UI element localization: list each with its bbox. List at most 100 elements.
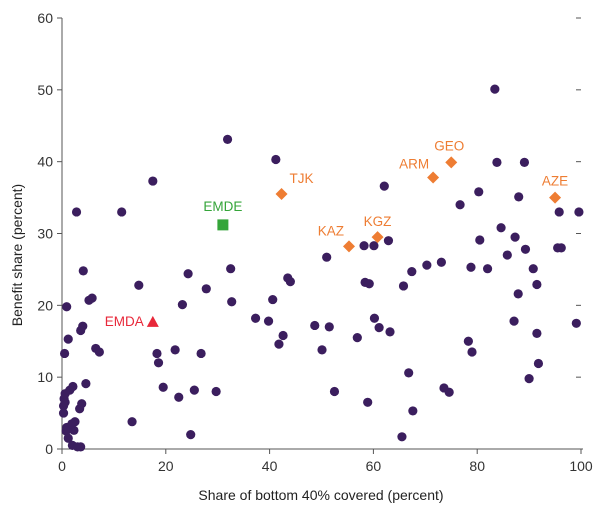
country-point (63, 334, 73, 344)
country-point (519, 157, 530, 167)
x-tick-label: 40 (262, 458, 278, 474)
x-tick-label: 100 (569, 458, 593, 474)
point-label-aze: AZE (542, 174, 568, 189)
country-point (532, 328, 542, 338)
country-point (359, 241, 369, 251)
country-point (398, 281, 409, 291)
country-point (490, 84, 500, 94)
axis-ticks: 0 10 20 30 40 50 60 0 20 40 60 80 100 (37, 10, 592, 474)
country-point (520, 244, 531, 254)
country-point (364, 279, 374, 289)
country-point (186, 430, 196, 440)
country-point (271, 154, 281, 165)
country-point (317, 345, 327, 355)
x-tick-label: 80 (469, 458, 485, 474)
point-label-tjk: TJK (290, 171, 314, 186)
country-point (474, 187, 484, 197)
y-axis-title: Benefit share (percent) (9, 184, 25, 326)
country-point (152, 348, 162, 359)
x-tick-label: 60 (366, 458, 382, 474)
country-point (475, 235, 485, 245)
country-point (502, 250, 512, 260)
point-label-geo: GEO (434, 138, 464, 153)
country-point (59, 348, 70, 359)
country-point (58, 408, 69, 418)
axes: 0 10 20 30 40 50 60 0 20 40 60 80 100 (37, 10, 592, 474)
country-point (87, 293, 97, 303)
country-point (148, 176, 158, 186)
country-point (492, 157, 502, 167)
x-tick-label: 0 (58, 458, 66, 474)
country-point (183, 269, 193, 279)
country-point (68, 381, 78, 392)
country-point (363, 397, 373, 407)
country-point (322, 252, 332, 262)
x-tick-label: 20 (158, 458, 174, 474)
country-point (524, 374, 534, 384)
highlight-point-kaz (343, 240, 356, 253)
country-point (226, 264, 236, 274)
highlight-point-tjk (275, 187, 288, 200)
country-point (60, 389, 70, 399)
country-point (532, 279, 542, 290)
country-point (571, 318, 581, 328)
country-point (510, 232, 520, 242)
country-point (408, 406, 418, 416)
country-point (174, 392, 184, 402)
country-point (117, 207, 127, 217)
country-point (127, 417, 137, 427)
country-point (528, 264, 538, 274)
y-tick-label: 0 (45, 441, 53, 457)
point-label-kgz: KGZ (364, 214, 392, 229)
country-point (81, 379, 91, 389)
highlight-point-aze (549, 191, 562, 204)
country-point (385, 327, 395, 337)
country-point (263, 316, 274, 326)
country-point (60, 397, 70, 407)
country-point (509, 316, 519, 326)
emda-point (146, 315, 159, 327)
country-point (196, 348, 206, 359)
country-point (62, 302, 72, 312)
country-point (466, 262, 476, 272)
y-tick-label: 30 (37, 226, 53, 242)
country-point (397, 432, 407, 442)
country-point (369, 241, 379, 251)
country-point (78, 266, 88, 276)
country-point (177, 300, 188, 310)
country-point (134, 280, 144, 290)
country-point (444, 387, 454, 397)
country-point (222, 134, 233, 144)
country-point (513, 289, 523, 299)
y-tick-label: 60 (37, 10, 53, 26)
country-point (201, 284, 211, 294)
country-point (278, 330, 288, 341)
country-point (211, 386, 221, 397)
country-point (170, 345, 180, 355)
country-point (77, 399, 87, 409)
country-point (329, 386, 340, 397)
country-point (158, 382, 168, 392)
country-point (436, 257, 446, 267)
country-point (533, 358, 544, 369)
country-point (61, 426, 71, 436)
y-tick-label: 20 (37, 297, 53, 313)
highlight-point-kgz (371, 231, 384, 244)
country-point (422, 260, 432, 270)
point-labels: TJK KAZ KGZ ARM GEO AZE EMDE EMDA (105, 138, 568, 328)
point-label-kaz: KAZ (318, 223, 344, 238)
y-tick-label: 10 (37, 369, 53, 385)
country-point (463, 336, 473, 346)
country-point (374, 323, 384, 333)
country-point (514, 192, 524, 202)
country-point (71, 207, 82, 217)
country-point (407, 266, 417, 277)
x-axis-title: Share of bottom 40% covered (percent) (198, 487, 443, 503)
country-point (352, 333, 362, 343)
country-point (189, 385, 199, 395)
country-point (268, 294, 278, 305)
country-point (554, 207, 564, 217)
country-point (383, 236, 394, 246)
y-tick-label: 50 (37, 82, 53, 98)
